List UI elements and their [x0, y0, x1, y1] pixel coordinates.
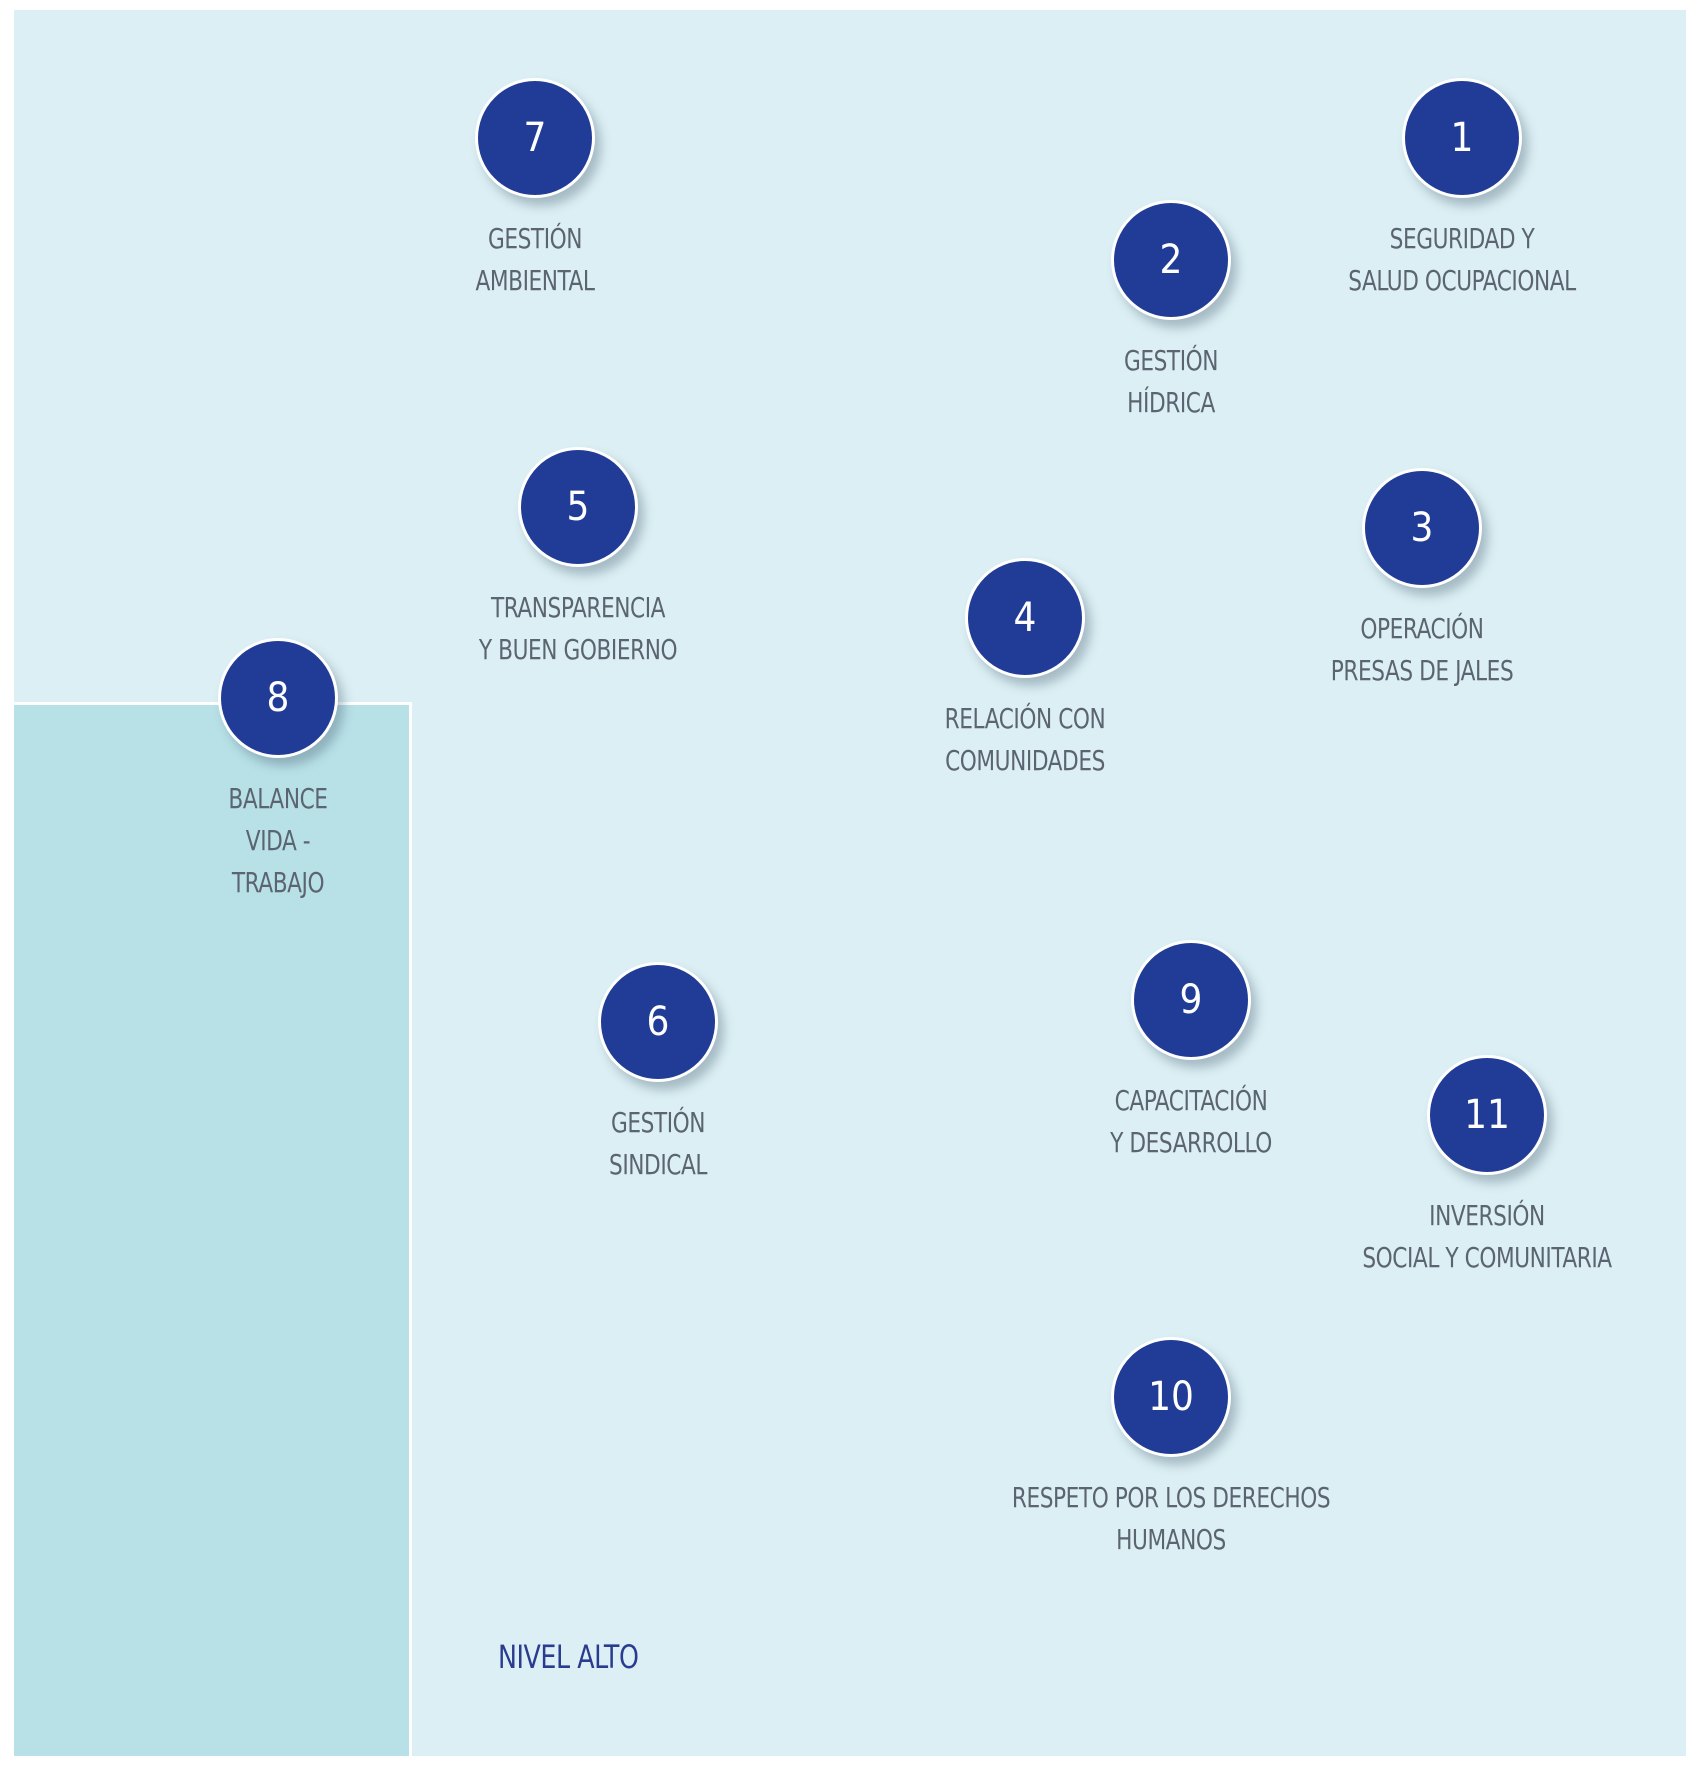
topic-label-line: SEGURIDAD Y — [1389, 222, 1535, 255]
topic-label-line: SALUD OCUPACIONAL — [1348, 264, 1576, 297]
topic-label-line: BALANCE — [228, 782, 328, 815]
topic-label-line: RELACIÓN CON — [944, 702, 1106, 735]
topic-number-badge: 9 — [1131, 940, 1251, 1060]
topic-number-badge: 2 — [1111, 200, 1231, 320]
topic-label-line: HUMANOS — [1116, 1523, 1226, 1556]
topic-label-line: SOCIAL Y COMUNITARIA — [1362, 1241, 1612, 1274]
topic-label: RELACIÓN CON COMUNIDADES — [836, 698, 1214, 782]
topic-number-badge: 4 — [965, 558, 1085, 678]
topic-label-line: Y DESARROLLO — [1110, 1126, 1272, 1159]
topic-number-badge: 6 — [598, 962, 718, 1082]
topic-label-line: Y BUEN GOBIERNO — [478, 633, 678, 666]
topic-label-line: AMBIENTAL — [475, 264, 595, 297]
low-level-zone — [14, 702, 412, 1756]
topic-label-line: COMUNIDADES — [945, 744, 1105, 777]
topic-label-line: INVERSIÓN — [1429, 1199, 1545, 1232]
topic-label-line: GESTIÓN — [610, 1106, 706, 1139]
topic-label-line: OPERACIÓN — [1360, 612, 1484, 645]
topic-number-badge: 5 — [518, 447, 638, 567]
topic-number-badge: 7 — [475, 78, 595, 198]
topic-label-line: RESPETO POR LOS DERECHOS — [1011, 1481, 1331, 1514]
topic-label: RESPETO POR LOS DERECHOS HUMANOS — [982, 1477, 1360, 1561]
topic-number-badge: 11 — [1427, 1055, 1547, 1175]
topic-number-badge: 8 — [218, 638, 338, 758]
topic-label-line: SINDICAL — [609, 1148, 707, 1181]
topic-label-line: PRESAS DE JALES — [1330, 654, 1514, 687]
topic-label: OPERACIÓN PRESAS DE JALES — [1233, 608, 1611, 692]
topic-number-badge: 3 — [1362, 468, 1482, 588]
topic-label: INVERSIÓN SOCIAL Y COMUNITARIA — [1298, 1195, 1676, 1279]
topic-label: GESTIÓN HÍDRICA — [982, 340, 1360, 424]
topic-label-line: TRANSPARENCIA — [490, 591, 666, 624]
topic-label: TRANSPARENCIA Y BUEN GOBIERNO — [389, 587, 767, 671]
topic-label-line: CAPACITACIÓN — [1114, 1084, 1268, 1117]
topic-number-badge: 10 — [1111, 1337, 1231, 1457]
topic-label-line: VIDA - — [245, 824, 311, 857]
topic-label-line: HÍDRICA — [1127, 386, 1215, 419]
topic-label: SEGURIDAD Y SALUD OCUPACIONAL — [1273, 218, 1651, 302]
topic-label: CAPACITACIÓN Y DESARROLLO — [1002, 1080, 1380, 1164]
topic-label: BALANCE VIDA - TRABAJO — [89, 778, 467, 904]
topic-label-line: TRABAJO — [231, 866, 325, 899]
topic-label-line: GESTIÓN — [1123, 344, 1219, 377]
topic-label-line: GESTIÓN — [487, 222, 583, 255]
level-label: NIVEL ALTO — [498, 1638, 639, 1676]
topic-label: GESTIÓN AMBIENTAL — [346, 218, 724, 302]
topic-label: GESTIÓN SINDICAL — [469, 1102, 847, 1186]
topic-number-badge: 1 — [1402, 78, 1522, 198]
